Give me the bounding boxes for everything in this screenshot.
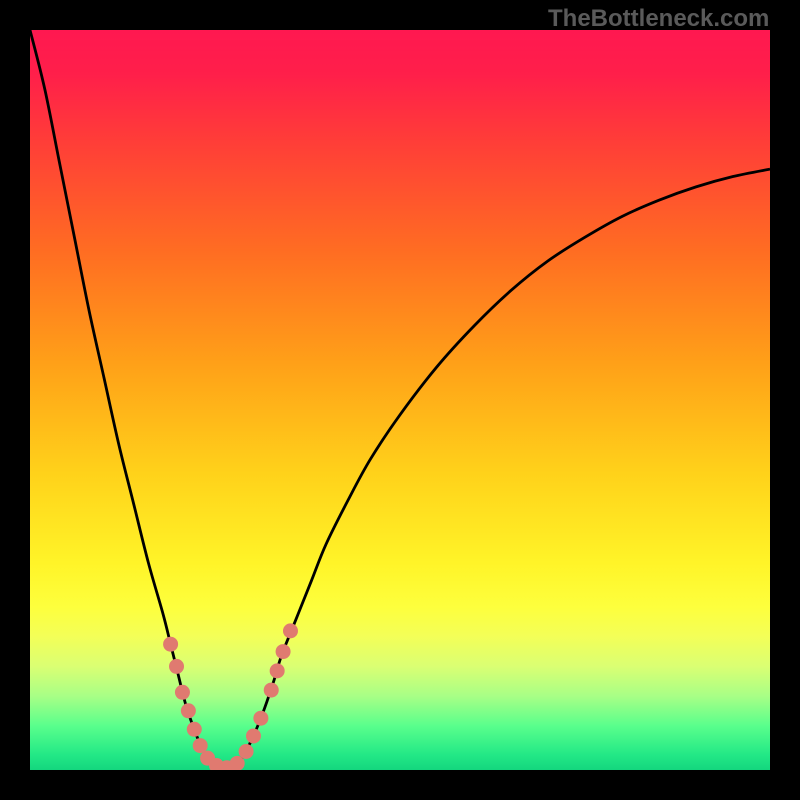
data-marker — [253, 711, 268, 726]
data-marker — [270, 663, 285, 678]
bottleneck-curve — [30, 30, 770, 768]
data-marker — [181, 703, 196, 718]
data-marker — [169, 659, 184, 674]
chart-svg — [30, 30, 770, 770]
plot-area — [30, 30, 770, 770]
data-marker — [175, 685, 190, 700]
data-marker — [163, 637, 178, 652]
data-marker — [276, 644, 291, 659]
marker-group — [163, 623, 298, 770]
data-marker — [264, 683, 279, 698]
data-marker — [187, 722, 202, 737]
watermark-text: TheBottleneck.com — [548, 5, 769, 33]
data-marker — [193, 738, 208, 753]
data-marker — [246, 728, 261, 743]
data-marker — [283, 623, 298, 638]
data-marker — [239, 744, 254, 759]
